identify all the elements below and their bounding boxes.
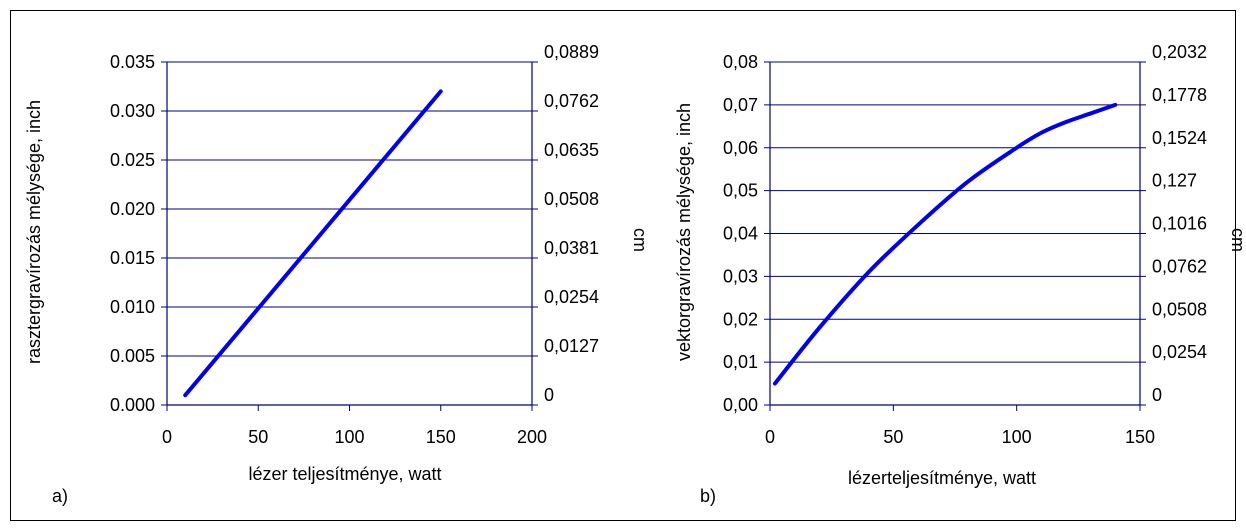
panel-label: a) [52, 486, 68, 506]
y2-tick-label: 0,0762 [1152, 256, 1207, 276]
y-tick-label: 0,02 [723, 309, 758, 329]
y-tick-label: 0.005 [110, 346, 155, 366]
x-tick-label: 0 [162, 427, 172, 447]
y-tick-label: 0,01 [723, 352, 758, 372]
y2-axis-label: cm [1228, 228, 1246, 252]
x-tick-label: 50 [883, 427, 903, 447]
y-tick-label: 0.015 [110, 248, 155, 268]
x-tick-label: 100 [1002, 427, 1032, 447]
y-tick-label: 0.020 [110, 199, 155, 219]
y-tick-labels: 0,00 0,01 0,02 0,03 0,04 0,05 0,06 0,07 0,08 [723, 52, 758, 415]
x-tick-labels: 0 50 100 150 [765, 427, 1155, 447]
y-tick-label: 0,04 [723, 224, 758, 244]
y2-tick-label: 0,0381 [544, 238, 599, 258]
series-group [772, 102, 1118, 386]
gridlines [770, 61, 1140, 363]
y-tick-labels: 0.000 0.005 0.010 0.015 0.020 0.025 0.030 0.035 [110, 52, 155, 415]
y2-tick-label: 0,0254 [544, 287, 599, 307]
y-axis-label: rasztergravírozás mélysége, inch [24, 100, 44, 364]
panel-label: b) [700, 486, 716, 506]
x-tick-label: 0 [765, 427, 775, 447]
x-axis-label: lézerteljesítménye, watt [848, 468, 1036, 488]
y2-tick-label: 0,2032 [1152, 42, 1207, 62]
y-tick-label: 0.030 [110, 101, 155, 121]
x-tick-label: 50 [248, 427, 268, 447]
y-tick-label: 0,07 [723, 95, 758, 115]
chart-panel-b: 0 50 100 150 0,000,010,020,030,040,050,060,… [674, 42, 1246, 506]
y-tick-label: 0,06 [723, 138, 758, 158]
y2-tick-labels: 0 0,0254 0,0508 0,0762 0,1016 0,127 0,1524 0,17… [1152, 42, 1207, 405]
x-tick-label: 200 [517, 427, 547, 447]
y2-tick-label: 0 [1152, 385, 1162, 405]
y-tick-label: 0.025 [110, 150, 155, 170]
y-tick-label: 0.000 [110, 395, 155, 415]
y2-tick-label: 0,0127 [544, 336, 599, 356]
x-tick-labels: 0 50 100 150 200 [162, 427, 547, 447]
axes [161, 61, 538, 411]
y2-tick-label: 0,0508 [1152, 299, 1207, 319]
figure-border [10, 10, 1236, 521]
y-tick-label: 0.035 [110, 52, 155, 72]
y2-tick-labels: 0 0,0127 0,0254 0,0381 0,0508 0,0635 0,0762 0,0… [544, 42, 599, 405]
chart-panel-a: 0 50 100 150 200 0.0000.0050.0100.0150.0200.… [24, 42, 650, 506]
series-line [183, 89, 443, 398]
y2-tick-label: 0,1778 [1152, 85, 1207, 105]
y-axis-label: vektorgravírozás mélysége, inch [674, 103, 694, 361]
x-tick-label: 150 [426, 427, 456, 447]
y2-tick-label: 0,127 [1152, 171, 1197, 191]
y2-tick-label: 0 [544, 385, 554, 405]
x-tick-label: 100 [334, 427, 364, 447]
series-group [183, 89, 443, 398]
y-tick-label: 0,08 [723, 52, 758, 72]
y-tick-label: 0,03 [723, 266, 758, 286]
y2-tick-label: 0,0508 [544, 189, 599, 209]
y-tick-label: 0.010 [110, 297, 155, 317]
axes [764, 61, 1146, 411]
y2-tick-label: 0,1524 [1152, 128, 1207, 148]
y2-tick-label: 0,0254 [1152, 342, 1207, 362]
y2-tick-label: 0,1016 [1152, 214, 1207, 234]
x-tick-label: 150 [1125, 427, 1155, 447]
series-line [772, 102, 1118, 386]
y2-axis-label: cm [630, 228, 650, 252]
y-tick-label: 0,00 [723, 395, 758, 415]
y2-tick-label: 0,0889 [544, 42, 599, 62]
y-tick-label: 0,05 [723, 181, 758, 201]
y2-tick-label: 0,0635 [544, 140, 599, 160]
x-axis-label: lézer teljesítménye, watt [248, 464, 441, 484]
y2-tick-label: 0,0762 [544, 91, 599, 111]
gridlines [167, 61, 532, 357]
